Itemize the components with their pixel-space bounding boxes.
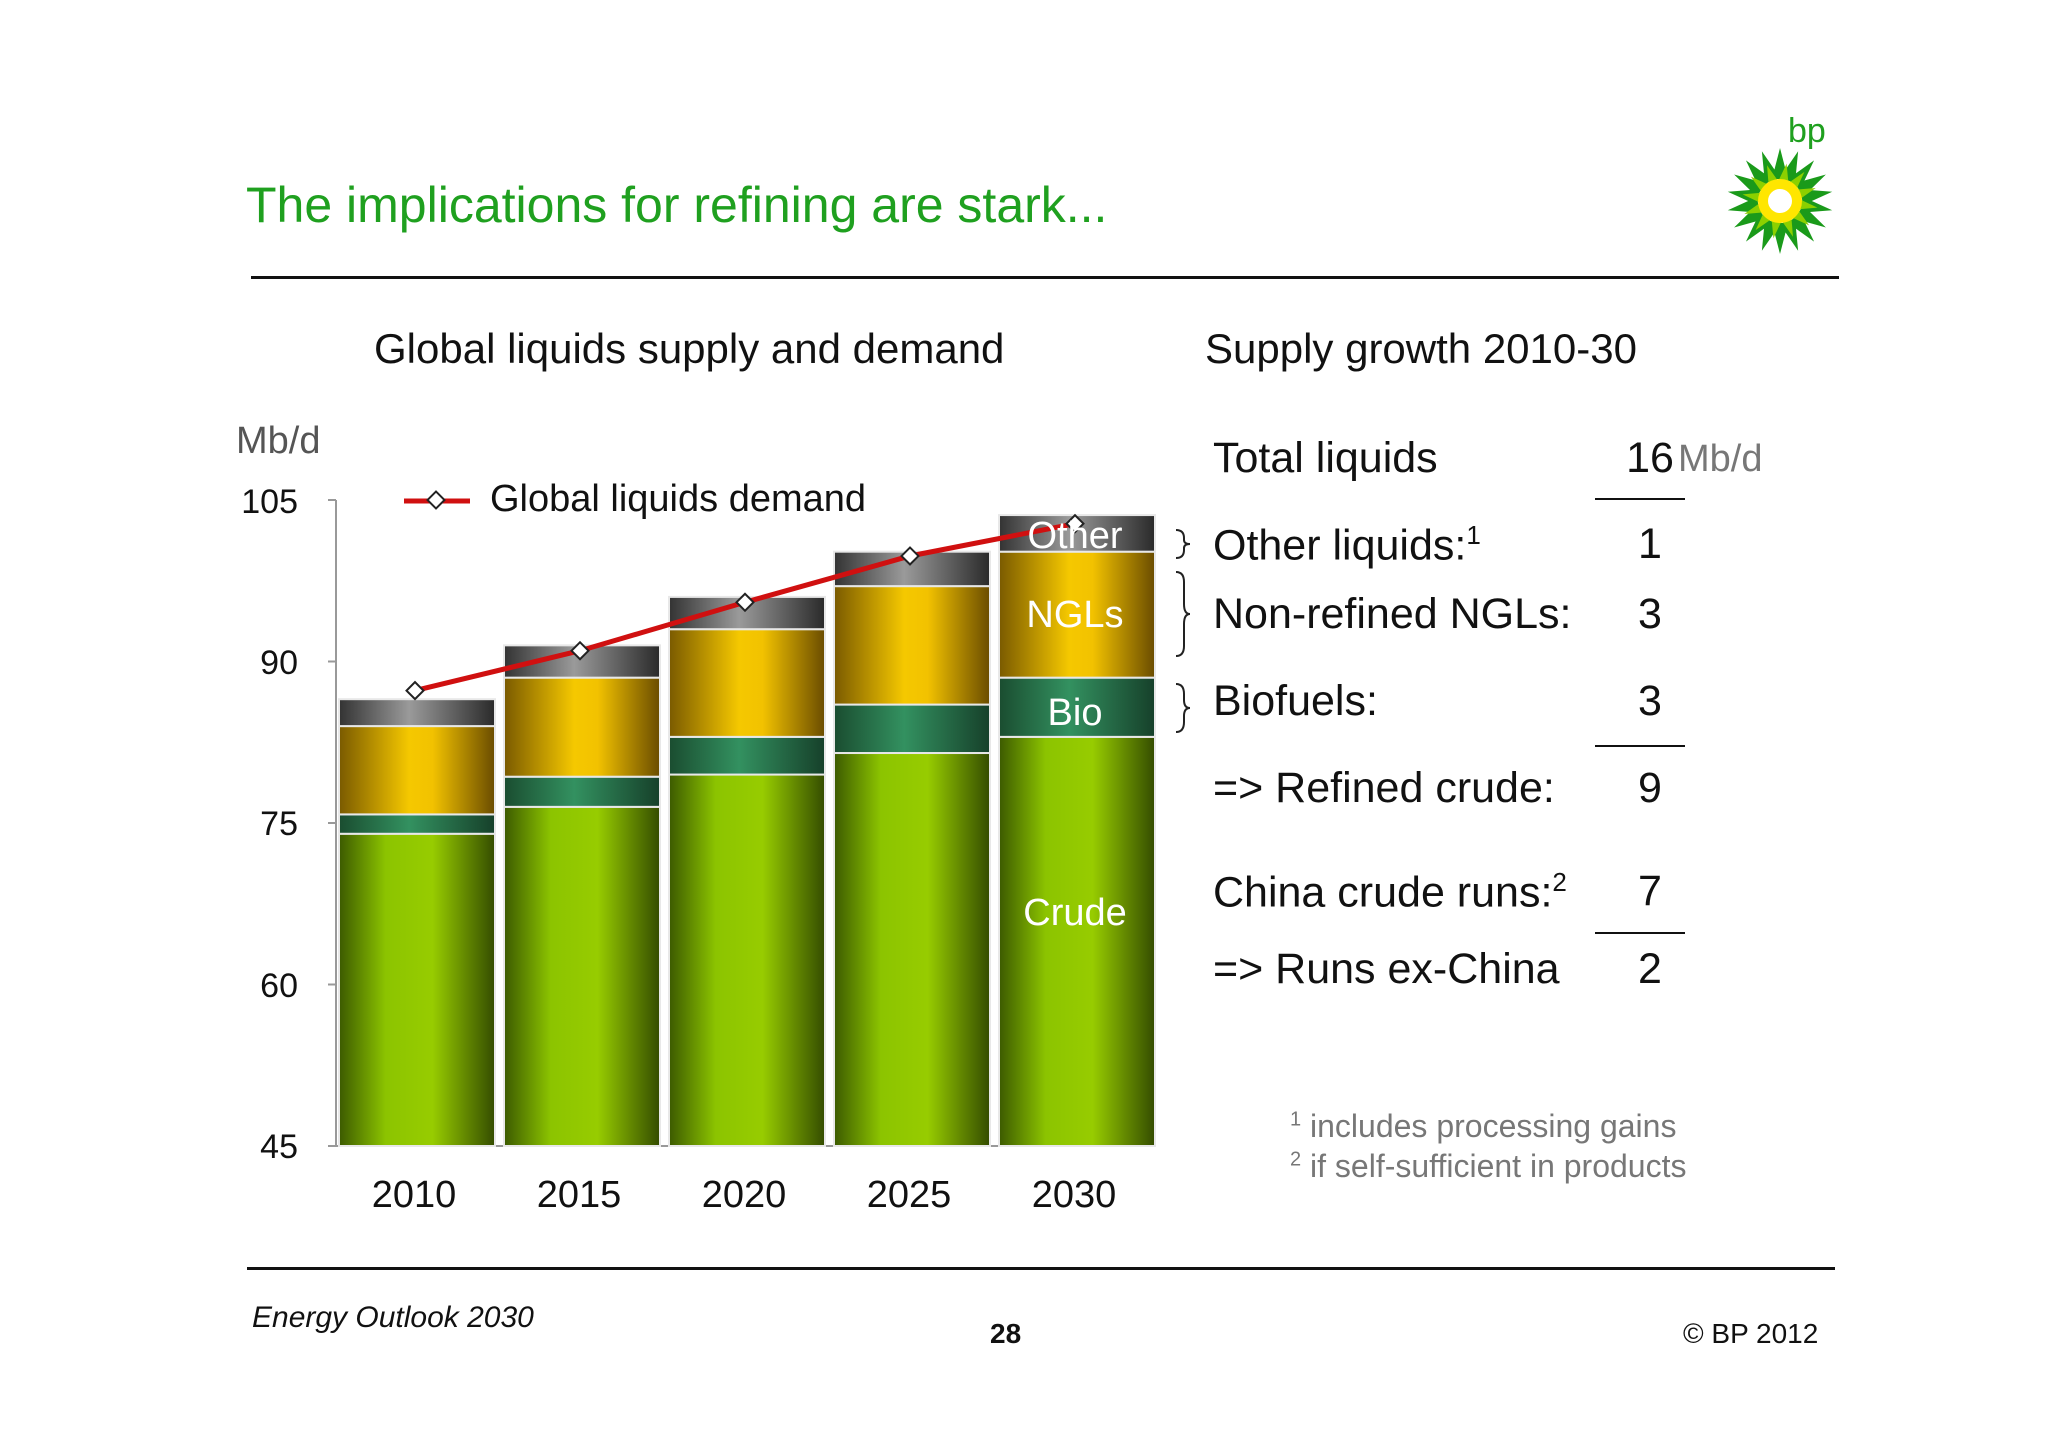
bar-segment-bio	[668, 735, 826, 776]
bar-segment-bio	[503, 775, 661, 808]
footnote: 1 includes processing gains	[1290, 1108, 1677, 1144]
bar-segment-bio	[998, 676, 1156, 738]
demand-point	[405, 680, 425, 701]
segment-label-crude: Crude	[1023, 892, 1127, 934]
y-tick-label: 90	[260, 644, 298, 682]
bracket-bio	[1175, 683, 1191, 733]
growth-row-label: Total liquids	[1213, 434, 1438, 482]
growth-row-label: Non-refined NGLs:	[1213, 590, 1572, 638]
legend-line-icon	[404, 490, 470, 510]
y-tick-label: 105	[241, 483, 298, 521]
sum-line	[1595, 932, 1685, 934]
y-axis-unit: Mb/d	[236, 420, 321, 462]
growth-row-value: 1	[1638, 520, 1662, 568]
bracket-other	[1175, 529, 1191, 559]
segment-label-other: Other	[1027, 515, 1123, 557]
bottom-rule	[247, 1267, 1835, 1270]
segment-label-ngls: NGLs	[1026, 594, 1124, 636]
page-number: 28	[990, 1318, 1022, 1349]
growth-row-unit: Mb/d	[1678, 438, 1763, 480]
growth-row-label: => Refined crude:	[1213, 764, 1555, 812]
y-tick-label: 60	[260, 967, 298, 1005]
bar-segment-ngls	[668, 628, 826, 738]
bp-logo: bp	[1725, 112, 1835, 257]
demand-point	[900, 546, 920, 566]
bp-logo-text: bp	[1788, 112, 1826, 150]
bar-segment-crude	[338, 832, 496, 1147]
growth-row-value: 3	[1638, 677, 1662, 725]
x-tick-label: 2030	[1031, 1174, 1117, 1216]
growth-row-value: 2	[1638, 945, 1662, 993]
demand-point	[735, 592, 755, 613]
y-tick-label: 75	[260, 805, 298, 843]
segment-label-bio: Bio	[1047, 692, 1103, 734]
bar-segment-crude	[833, 752, 991, 1147]
slide-title: The implications for refining are stark.…	[246, 177, 1108, 233]
bar-segment-ngls	[338, 725, 496, 816]
bar-segment-crude	[998, 735, 1156, 1147]
bar-segment-other	[668, 595, 826, 631]
growth-row-label: China crude runs:2	[1213, 867, 1567, 917]
growth-row-value: 7	[1638, 867, 1662, 915]
growth-row-value: 16	[1626, 434, 1674, 482]
bar-segment-crude	[668, 773, 826, 1147]
bar-segment-bio	[833, 703, 991, 755]
growth-row-label: => Runs ex-China	[1213, 945, 1560, 993]
y-tick-label: 45	[260, 1128, 298, 1166]
footer-publication: Energy Outlook 2030	[252, 1301, 534, 1334]
footnote: 2 if self-sufficient in products	[1290, 1148, 1687, 1184]
x-tick-label: 2020	[701, 1174, 787, 1216]
sum-line	[1595, 745, 1685, 747]
top-rule	[251, 276, 1839, 279]
x-tick-label: 2015	[536, 1174, 622, 1216]
helios-icon	[1727, 148, 1833, 254]
copyright: © BP 2012	[1683, 1318, 1819, 1349]
bar-segment-crude	[503, 805, 661, 1147]
sum-line	[1595, 498, 1685, 500]
growth-row-value: 9	[1638, 764, 1662, 812]
growth-row-label: Biofuels:	[1213, 677, 1378, 725]
growth-title: Supply growth 2010-30	[1205, 325, 1637, 372]
growth-row-label: Other liquids:1	[1213, 520, 1481, 570]
x-tick-label: 2025	[866, 1174, 952, 1216]
bracket-ngl	[1175, 571, 1191, 657]
bar-segment-ngls	[833, 585, 991, 706]
legend-label: Global liquids demand	[490, 478, 867, 520]
x-tick-label: 2010	[371, 1174, 457, 1216]
chart-title: Global liquids supply and demand	[374, 325, 1005, 372]
demand-point	[1065, 513, 1085, 534]
bar-segment-ngls	[998, 550, 1156, 679]
bar-segment-bio	[338, 813, 496, 835]
demand-point	[570, 640, 590, 661]
growth-row-value: 3	[1638, 590, 1662, 638]
bar-segment-other	[338, 698, 496, 728]
bar-segment-ngls	[503, 676, 661, 778]
